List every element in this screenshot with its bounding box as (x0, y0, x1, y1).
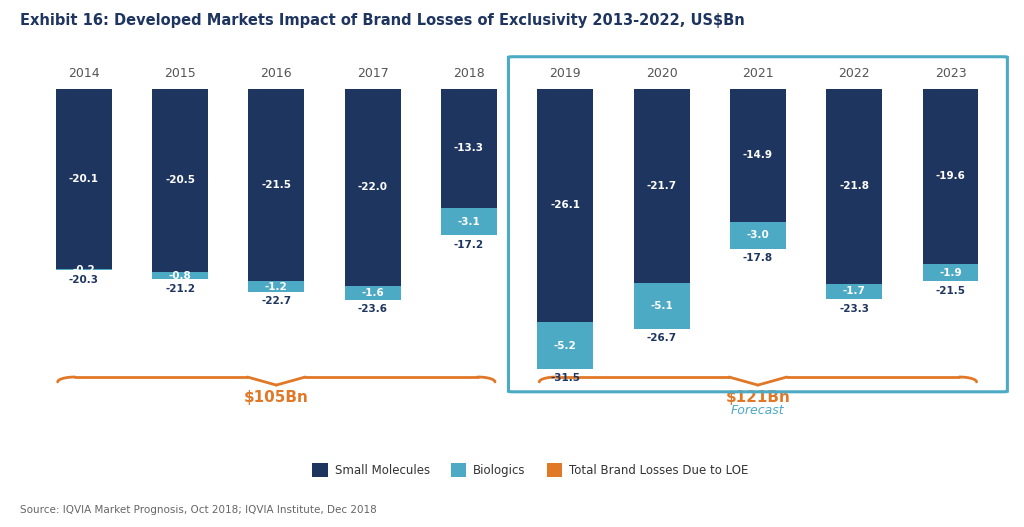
Text: -20.3: -20.3 (69, 275, 98, 285)
Text: -14.9: -14.9 (743, 150, 773, 160)
Text: -20.1: -20.1 (69, 173, 98, 183)
Bar (923, 264, 979, 281)
Bar (634, 89, 689, 283)
Bar (441, 89, 497, 208)
Bar (153, 272, 208, 279)
Text: 2014: 2014 (68, 66, 99, 80)
Text: -17.2: -17.2 (454, 240, 484, 250)
Bar (345, 89, 400, 286)
Text: -13.3: -13.3 (454, 143, 484, 153)
Text: -21.8: -21.8 (840, 181, 869, 191)
Text: 2022: 2022 (839, 66, 870, 80)
Bar (538, 89, 593, 323)
Text: -20.5: -20.5 (165, 175, 195, 186)
Text: 2016: 2016 (260, 66, 292, 80)
Bar (634, 283, 689, 329)
Text: -22.7: -22.7 (261, 296, 292, 306)
Text: -31.5: -31.5 (550, 374, 581, 384)
Bar (441, 208, 497, 236)
Text: -3.0: -3.0 (746, 230, 769, 240)
Text: 2023: 2023 (935, 66, 967, 80)
Bar (249, 89, 304, 281)
Text: $121Bn: $121Bn (725, 391, 791, 405)
Bar (826, 89, 882, 284)
Text: -26.1: -26.1 (550, 200, 581, 210)
Text: -1.2: -1.2 (265, 281, 288, 291)
Text: -1.9: -1.9 (939, 268, 962, 278)
Text: 2017: 2017 (356, 66, 388, 80)
Bar (153, 89, 208, 272)
Text: -0.8: -0.8 (169, 271, 191, 281)
Text: -21.5: -21.5 (936, 286, 966, 296)
Text: -3.1: -3.1 (458, 217, 480, 227)
Text: Source: IQVIA Market Prognosis, Oct 2018; IQVIA Institute, Dec 2018: Source: IQVIA Market Prognosis, Oct 2018… (20, 505, 377, 515)
Bar (826, 284, 882, 299)
Text: -26.7: -26.7 (646, 333, 677, 343)
Text: -0.2: -0.2 (73, 265, 95, 275)
Text: -21.2: -21.2 (165, 284, 195, 294)
Bar (730, 222, 785, 249)
Text: 2021: 2021 (742, 66, 774, 80)
Text: $105Bn: $105Bn (244, 391, 309, 405)
Text: -22.0: -22.0 (357, 182, 388, 192)
Bar (345, 286, 400, 300)
Text: 2015: 2015 (164, 66, 196, 80)
Text: 2019: 2019 (550, 66, 581, 80)
Text: Total Brand Losses Due to LOE: Total Brand Losses Due to LOE (569, 464, 749, 476)
Text: -17.8: -17.8 (742, 253, 773, 264)
Text: -21.7: -21.7 (646, 181, 677, 191)
Text: -19.6: -19.6 (936, 171, 966, 181)
Bar (538, 323, 593, 369)
Bar (730, 89, 785, 222)
Bar (249, 281, 304, 292)
Bar (923, 89, 979, 264)
Text: -1.6: -1.6 (361, 288, 384, 298)
Bar (55, 89, 112, 269)
Text: -23.3: -23.3 (840, 304, 869, 314)
Text: 2020: 2020 (646, 66, 678, 80)
Text: -21.5: -21.5 (261, 180, 291, 190)
Text: Small Molecules: Small Molecules (335, 464, 430, 476)
Text: Forecast: Forecast (731, 404, 784, 417)
Text: -23.6: -23.6 (357, 305, 388, 315)
Bar (55, 269, 112, 270)
Text: -5.2: -5.2 (554, 340, 577, 350)
Text: -5.1: -5.1 (650, 301, 673, 311)
Text: Exhibit 16: Developed Markets Impact of Brand Losses of Exclusivity 2013-2022, U: Exhibit 16: Developed Markets Impact of … (20, 13, 745, 28)
Text: 2018: 2018 (453, 66, 484, 80)
Text: -1.7: -1.7 (843, 287, 865, 297)
Text: Biologics: Biologics (473, 464, 525, 476)
